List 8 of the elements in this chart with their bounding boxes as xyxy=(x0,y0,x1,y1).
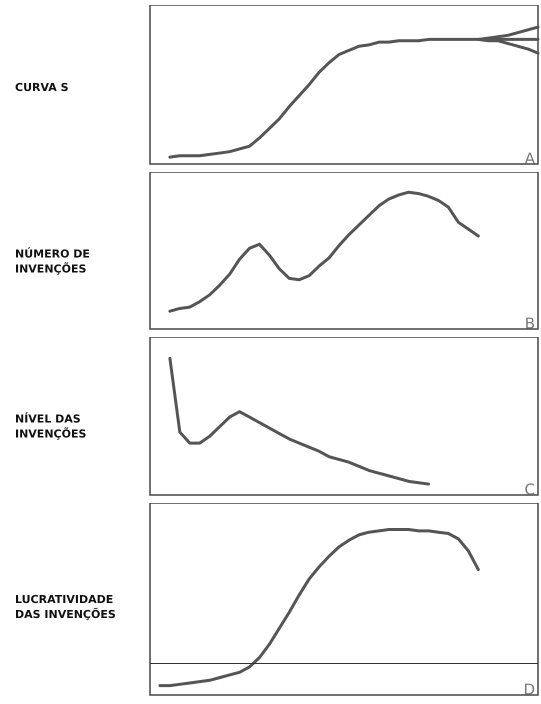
y-axis-title: LUCRATIVIDADE DAS INVENÇÕES xyxy=(15,593,118,621)
y-axis-title: NÚMERO DE INVENÇÕES xyxy=(15,246,94,276)
annotation: D xyxy=(523,680,536,698)
annotation: B xyxy=(524,314,536,332)
annotation: C xyxy=(524,480,536,498)
y-axis-title: NÍVEL DAS INVENÇÕES xyxy=(15,412,86,441)
annotation: A xyxy=(524,150,536,168)
y-axis-title: CURVA S xyxy=(15,81,69,94)
